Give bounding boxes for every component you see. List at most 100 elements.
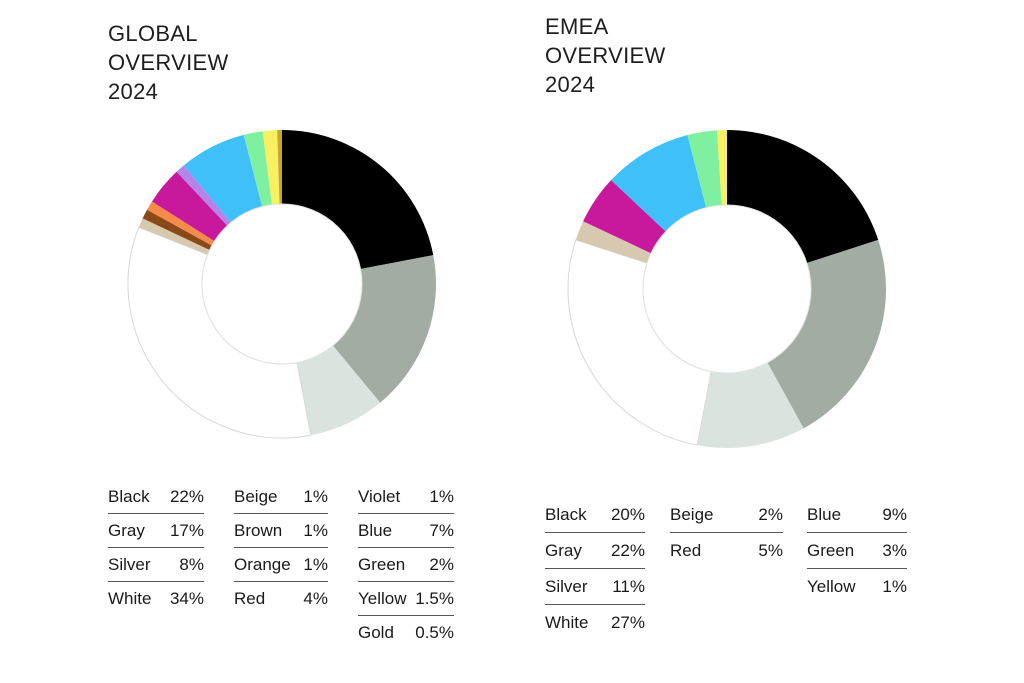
donut-slice-beige bbox=[575, 221, 651, 264]
legend-label: Red bbox=[670, 541, 702, 560]
legend-label: Green bbox=[807, 541, 855, 560]
donut-slice-yellow bbox=[717, 130, 727, 206]
legend-label: Silver bbox=[545, 577, 588, 596]
legend-value: 3% bbox=[882, 541, 907, 560]
legend-global: Black 22% Gray 17% Silver 8% White 34% Beige 1% Br… bbox=[108, 480, 468, 660]
legend-value: 8% bbox=[179, 555, 204, 574]
donut-chart-global bbox=[127, 130, 436, 439]
donut-slice-black bbox=[727, 130, 879, 264]
legend-column: Beige 2% Red 5% bbox=[670, 497, 783, 569]
legend-value: 20% bbox=[610, 505, 645, 524]
donut-slice-violet bbox=[176, 165, 232, 226]
legend-label: Blue bbox=[807, 505, 842, 524]
legend-item-black: Black 22% bbox=[108, 480, 204, 514]
legend-item-white: White 27% bbox=[545, 605, 645, 641]
legend-label: Green bbox=[358, 555, 406, 574]
donut-slice-red bbox=[583, 180, 666, 254]
legend-value: 1.5% bbox=[415, 589, 454, 608]
legend-item-red: Red 4% bbox=[234, 582, 328, 616]
legend-value: 0.5% bbox=[415, 623, 454, 642]
legend-value: 22% bbox=[169, 487, 204, 506]
legend-value: 5% bbox=[758, 541, 783, 560]
legend-label: Yellow bbox=[358, 589, 407, 608]
donut-hole bbox=[201, 203, 363, 365]
donut-slice-black bbox=[282, 130, 434, 270]
legend-item-silver: Silver 11% bbox=[545, 569, 645, 605]
donut-slice-gold bbox=[277, 130, 282, 205]
donut-slice-green bbox=[687, 130, 722, 208]
legend-item-yellow: Yellow 1.5% bbox=[358, 582, 454, 616]
legend-value: 22% bbox=[610, 541, 645, 560]
legend-label: Gold bbox=[358, 623, 394, 642]
chart-title-line: 2024 bbox=[108, 79, 159, 104]
legend-value: 1% bbox=[303, 487, 328, 506]
donut-slice-gray bbox=[332, 255, 436, 403]
legend-label: Black bbox=[545, 505, 587, 524]
donut-slice-brown bbox=[142, 209, 212, 250]
legend-value: 11% bbox=[612, 577, 645, 596]
legend-column: Black 22% Gray 17% Silver 8% White 34% bbox=[108, 480, 204, 616]
legend-item-silver: Silver 8% bbox=[108, 548, 204, 582]
legend-item-yellow: Yellow 1% bbox=[807, 569, 907, 605]
legend-column: Violet 1% Blue 7% Green 2% Yellow 1.5% Gold 0.5% bbox=[358, 480, 454, 650]
chart-title-emea: EMEA OVERVIEW 2024 bbox=[545, 12, 666, 99]
legend-value: 9% bbox=[882, 505, 907, 524]
chart-title-line: EMEA bbox=[545, 14, 609, 39]
donut-slice-blue bbox=[183, 134, 263, 223]
legend-value: 4% bbox=[303, 589, 328, 608]
legend-item-beige: Beige 1% bbox=[234, 480, 328, 514]
legend-value: 1% bbox=[429, 487, 454, 506]
donut-slice-beige bbox=[138, 218, 210, 255]
legend-item-violet: Violet 1% bbox=[358, 480, 454, 514]
legend-label: White bbox=[545, 613, 589, 632]
legend-value: 27% bbox=[610, 613, 645, 632]
legend-item-beige: Beige 2% bbox=[670, 497, 783, 533]
legend-value: 34% bbox=[169, 589, 204, 608]
donut-slice-green bbox=[243, 131, 272, 207]
legend-label: Red bbox=[234, 589, 266, 608]
legend-column: Black 20% Gray 22% Silver 11% White 27% bbox=[545, 497, 645, 641]
chart-title-line: GLOBAL bbox=[108, 21, 198, 46]
chart-title-line: OVERVIEW bbox=[108, 50, 229, 75]
legend-item-orange: Orange 1% bbox=[234, 548, 328, 582]
legend-value: 2% bbox=[429, 555, 454, 574]
legend-value: 1% bbox=[303, 555, 328, 574]
donut-slice-gray bbox=[767, 239, 886, 429]
legend-item-red: Red 5% bbox=[670, 533, 783, 569]
legend-label: Yellow bbox=[807, 577, 856, 596]
legend-item-black: Black 20% bbox=[545, 497, 645, 533]
legend-label: Blue bbox=[358, 521, 393, 540]
donut-slice-blue bbox=[611, 134, 707, 232]
legend-label: Black bbox=[108, 487, 150, 506]
legend-label: Violet bbox=[358, 487, 401, 506]
donut-slice-yellow bbox=[262, 130, 280, 205]
legend-item-green: Green 2% bbox=[358, 548, 454, 582]
legend-label: Gray bbox=[545, 541, 582, 560]
legend-label: Orange bbox=[234, 555, 291, 574]
chart-title-line: 2024 bbox=[545, 72, 596, 97]
legend-value: 17% bbox=[169, 521, 204, 540]
donut-hole bbox=[642, 204, 812, 374]
legend-item-blue: Blue 7% bbox=[358, 514, 454, 548]
donut-chart-emea bbox=[567, 130, 886, 448]
legend-item-green: Green 3% bbox=[807, 533, 907, 569]
legend-item-brown: Brown 1% bbox=[234, 514, 328, 548]
legend-item-white: White 34% bbox=[108, 582, 204, 616]
donut-slice-red bbox=[151, 171, 228, 242]
chart-title-line: OVERVIEW bbox=[545, 43, 666, 68]
donut-slice-silver bbox=[697, 362, 804, 448]
legend-item-gray: Gray 17% bbox=[108, 514, 204, 548]
legend-label: White bbox=[108, 589, 152, 608]
legend-label: Brown bbox=[234, 521, 283, 540]
legend-value: 1% bbox=[882, 577, 907, 596]
donut-slice-silver bbox=[296, 345, 381, 436]
legend-label: Gray bbox=[108, 521, 145, 540]
legend-value: 1% bbox=[303, 521, 328, 540]
legend-item-gray: Gray 22% bbox=[545, 533, 645, 569]
legend-item-gold: Gold 0.5% bbox=[358, 616, 454, 650]
legend-label: Beige bbox=[670, 505, 714, 524]
legend-label: Silver bbox=[108, 555, 151, 574]
legend-label: Beige bbox=[234, 487, 278, 506]
legend-value: 7% bbox=[429, 521, 454, 540]
legend-column: Beige 1% Brown 1% Orange 1% Red 4% bbox=[234, 480, 328, 616]
